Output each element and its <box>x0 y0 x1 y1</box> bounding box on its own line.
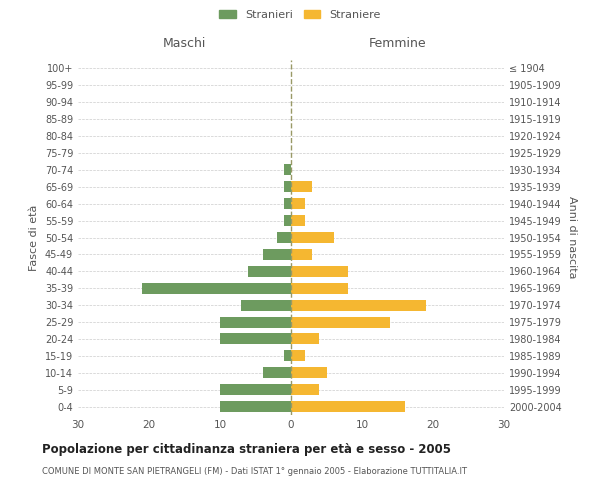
Bar <box>277 232 291 243</box>
Bar <box>248 266 291 277</box>
Bar <box>220 316 291 328</box>
Y-axis label: Fasce di età: Fasce di età <box>29 204 39 270</box>
Bar <box>291 316 391 328</box>
Bar <box>291 215 305 226</box>
Bar <box>291 384 319 395</box>
Bar <box>291 198 305 209</box>
Text: Popolazione per cittadinanza straniera per età e sesso - 2005: Popolazione per cittadinanza straniera p… <box>42 442 451 456</box>
Bar <box>291 367 326 378</box>
Bar <box>291 300 426 310</box>
Bar <box>220 401 291 412</box>
Bar <box>284 198 291 209</box>
Bar <box>284 182 291 192</box>
Bar <box>220 334 291 344</box>
Bar <box>220 384 291 395</box>
Bar <box>291 266 348 277</box>
Text: Femmine: Femmine <box>368 37 427 50</box>
Bar <box>263 367 291 378</box>
Text: COMUNE DI MONTE SAN PIETRANGELI (FM) - Dati ISTAT 1° gennaio 2005 - Elaborazione: COMUNE DI MONTE SAN PIETRANGELI (FM) - D… <box>42 468 467 476</box>
Bar <box>291 282 348 294</box>
Bar <box>291 334 319 344</box>
Bar <box>291 232 334 243</box>
Bar <box>291 182 313 192</box>
Bar <box>284 215 291 226</box>
Legend: Stranieri, Straniere: Stranieri, Straniere <box>215 6 385 25</box>
Text: Maschi: Maschi <box>163 37 206 50</box>
Bar <box>142 282 291 294</box>
Bar <box>291 249 313 260</box>
Bar <box>241 300 291 310</box>
Y-axis label: Anni di nascita: Anni di nascita <box>567 196 577 279</box>
Bar <box>284 164 291 175</box>
Bar <box>291 401 404 412</box>
Bar <box>284 350 291 362</box>
Bar <box>291 350 305 362</box>
Bar <box>263 249 291 260</box>
